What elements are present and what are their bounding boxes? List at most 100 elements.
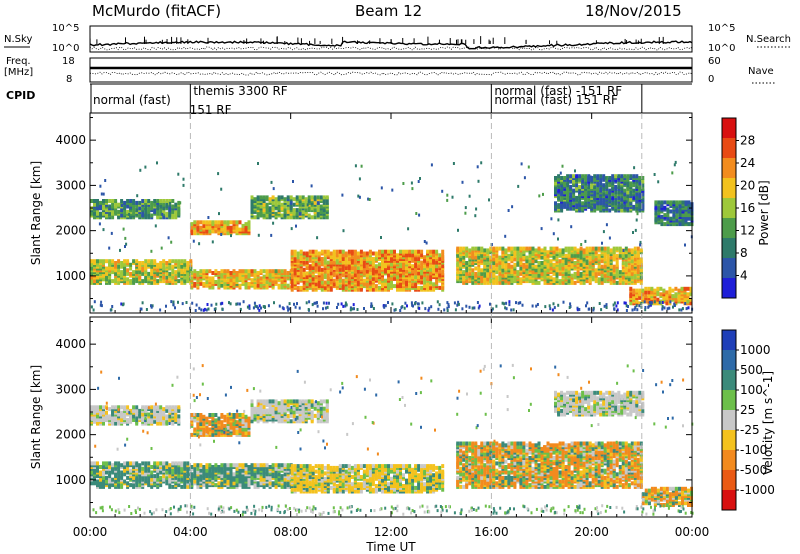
power-cell — [654, 211, 658, 216]
power-cell — [570, 246, 574, 251]
power-cell — [632, 188, 636, 193]
power-cell — [232, 274, 236, 279]
power-cell — [611, 174, 615, 179]
power-cell — [271, 269, 275, 274]
power-cell — [566, 204, 570, 209]
power-cell — [668, 286, 672, 291]
power-cell — [689, 297, 693, 302]
power-cell — [602, 192, 606, 197]
power-cell — [569, 206, 573, 211]
power-cell — [575, 174, 579, 179]
power-cell — [468, 248, 472, 253]
power-cell — [320, 257, 324, 261]
power-cell — [573, 253, 577, 258]
velocity-cell — [316, 401, 320, 406]
power-cell — [446, 306, 449, 310]
power-cell — [441, 271, 445, 276]
power-cell — [313, 200, 317, 205]
power-cell — [129, 199, 133, 203]
power-cell — [305, 271, 309, 276]
power-cell — [612, 268, 616, 273]
power-cell — [510, 246, 514, 251]
velocity-cell — [319, 399, 323, 404]
power-cell — [475, 207, 478, 211]
power-cell — [308, 300, 311, 304]
power-cell — [265, 209, 269, 214]
power-cell — [666, 207, 670, 212]
power-cell — [96, 199, 99, 203]
power-cell — [597, 264, 601, 269]
power-cell — [244, 274, 248, 279]
power-cell — [489, 264, 493, 269]
velocity-cell — [253, 413, 257, 418]
power-cell — [120, 204, 123, 207]
power-cell — [144, 262, 148, 267]
power-cell — [456, 261, 460, 265]
power-cell — [495, 275, 499, 280]
power-cell — [441, 264, 445, 269]
power-cell — [257, 306, 260, 310]
power-cell — [657, 214, 661, 219]
power-cell — [320, 249, 324, 254]
power-cell — [341, 273, 345, 278]
power-cell — [374, 251, 378, 256]
power-cell — [371, 262, 375, 267]
power-cell — [162, 275, 166, 280]
power-cell — [417, 285, 421, 290]
power-cell — [612, 279, 616, 284]
power-cell — [229, 220, 233, 225]
power-cell — [111, 204, 115, 209]
power-cell — [165, 204, 169, 209]
power-cell — [627, 268, 631, 273]
power-cell — [465, 271, 469, 276]
power-cell — [525, 270, 529, 275]
power-cell — [399, 309, 402, 312]
power-cell — [125, 242, 128, 246]
power-cell — [319, 195, 323, 200]
power-cell — [226, 269, 230, 274]
power-cell — [147, 208, 151, 213]
power-cell — [153, 259, 157, 264]
power-cell — [582, 248, 586, 253]
power-cell — [241, 223, 245, 228]
power-cell — [512, 308, 515, 312]
power-cell — [325, 301, 328, 305]
power-cell — [150, 259, 154, 264]
power-cell — [597, 277, 601, 282]
power-cell — [604, 176, 607, 180]
power-cell — [102, 192, 105, 196]
power-cell — [272, 221, 275, 225]
power-cell — [544, 305, 547, 309]
cpid-mode-label: normal (fast) -151 RF — [494, 84, 622, 98]
power-cell — [611, 181, 615, 186]
power-cell — [135, 208, 139, 213]
power-cell — [618, 253, 622, 258]
power-cell — [374, 264, 378, 269]
velocity-cell — [277, 413, 281, 418]
power-cell — [296, 302, 298, 306]
power-cell — [400, 306, 403, 310]
power-cell — [147, 199, 151, 203]
power-cell — [256, 271, 260, 275]
power-cell — [486, 248, 490, 253]
velocity-cell — [129, 408, 133, 413]
power-cell — [626, 190, 630, 195]
power-cell — [614, 204, 618, 209]
power-cell — [423, 280, 427, 285]
power-cell — [307, 199, 311, 203]
power-cell — [681, 200, 685, 205]
power-cell — [250, 278, 254, 283]
power-cell — [586, 301, 589, 305]
power-cell — [171, 199, 175, 203]
power-cell — [625, 304, 628, 308]
power-cell — [537, 246, 541, 251]
power-cell — [332, 282, 336, 287]
power-cell — [174, 270, 178, 275]
power-cell — [347, 249, 351, 254]
power-cell — [205, 220, 209, 225]
velocity-cell — [159, 405, 163, 410]
power-cell — [353, 273, 357, 278]
power-cell — [316, 301, 318, 305]
power-cell — [353, 249, 357, 254]
power-cell — [602, 174, 606, 179]
